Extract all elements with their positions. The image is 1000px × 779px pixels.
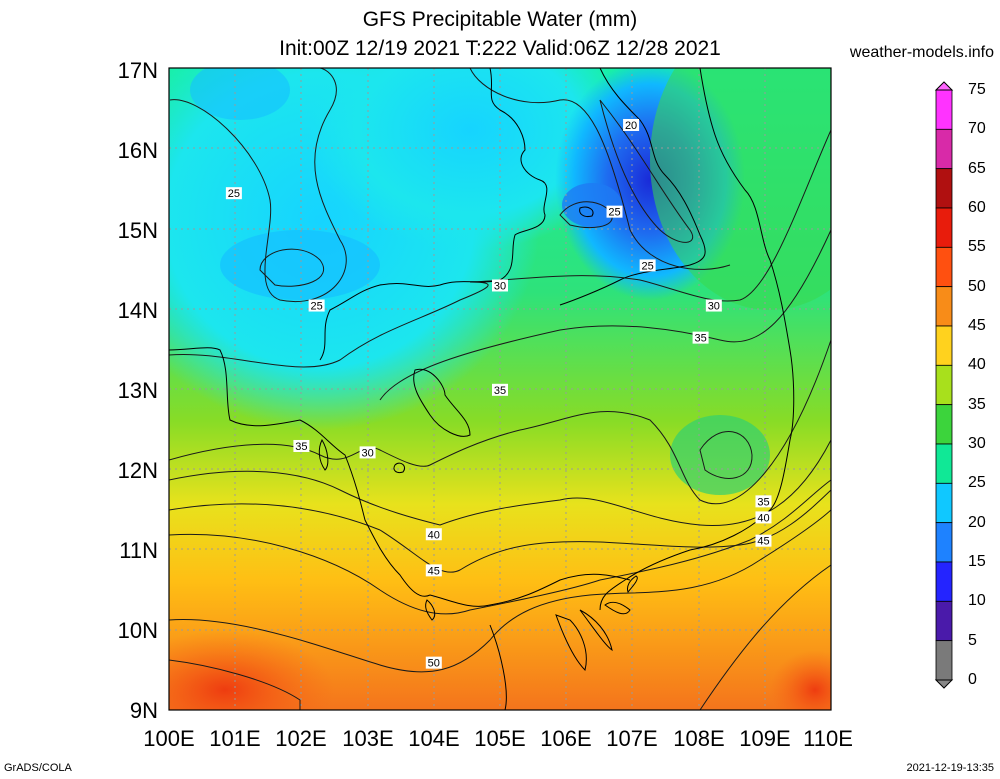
- contour-label-text: 20: [625, 120, 637, 132]
- colorbar-segment: [935, 286, 953, 327]
- lat-label: 12N: [117, 458, 158, 483]
- contour-label-text: 30: [494, 280, 506, 292]
- website-label: weather-models.info: [849, 44, 994, 61]
- contour-label: 50: [425, 656, 442, 670]
- contour-label-text: 50: [428, 658, 440, 670]
- colorbar-segment: [935, 207, 953, 248]
- colorbar-label: 40: [968, 356, 986, 374]
- lon-label: 100E: [143, 726, 195, 751]
- colorbar-label: 30: [968, 435, 986, 452]
- lon-label: 101E: [209, 726, 261, 751]
- colorbar-segment: [935, 482, 953, 524]
- colorbar-label: 55: [968, 238, 986, 256]
- plot-frame: [168, 67, 832, 711]
- contour-label: 35: [492, 383, 508, 397]
- contour-label: 25: [308, 299, 325, 313]
- contour-label-text: 35: [757, 496, 769, 508]
- contour-label: 25: [225, 187, 242, 200]
- contour-label: 35: [692, 331, 709, 345]
- contour-label: 35: [755, 495, 772, 508]
- contour-label: 20: [623, 118, 640, 132]
- contour-label: 30: [492, 279, 508, 292]
- colorbar-segment: [935, 128, 953, 170]
- contour-label: 30: [359, 446, 376, 459]
- lat-label: 10N: [117, 618, 158, 643]
- colorbar-segment: [935, 364, 953, 406]
- colorbar-label: 70: [968, 120, 986, 138]
- colorbar-segment: [935, 443, 953, 484]
- contour-label: 40: [755, 511, 772, 524]
- contour-label: 35: [293, 439, 310, 453]
- lon-label: 102E: [275, 726, 327, 751]
- lat-label: 9N: [129, 698, 158, 723]
- contour-label-text: 30: [361, 447, 373, 459]
- contour-label-text: 45: [428, 565, 440, 577]
- colorbar-segment: [935, 325, 953, 366]
- contour-label-text: 25: [642, 260, 654, 272]
- lon-label: 107E: [606, 726, 658, 751]
- colorbar-segment: [935, 246, 953, 288]
- colorbar-segment: [935, 89, 953, 130]
- colorbar: [934, 81, 954, 689]
- colorbar-label: 50: [968, 277, 986, 295]
- lon-label: 106E: [540, 726, 592, 751]
- contour-label: 25: [639, 259, 656, 272]
- colorbar-label: 0: [968, 671, 977, 688]
- lat-label: 14N: [117, 298, 158, 323]
- contour-label: 30: [705, 299, 722, 313]
- contour-label-text: 40: [757, 512, 769, 524]
- contour-label-text: 45: [757, 536, 769, 548]
- lon-label: 103E: [342, 726, 394, 751]
- colorbar-label: 60: [968, 199, 986, 216]
- colorbar-label: 35: [968, 395, 986, 413]
- colorbar-label: 25: [968, 474, 986, 492]
- colorbar-label: 65: [968, 159, 986, 177]
- lat-label: 13N: [117, 378, 158, 403]
- contour-label: 45: [425, 564, 442, 577]
- contour-label-text: 25: [228, 188, 240, 200]
- contour-label-text: 35: [295, 441, 307, 453]
- contour-label-text: 30: [708, 301, 720, 313]
- map-title: GFS Precipitable Water (mm): [362, 8, 638, 31]
- contour-label-text: 35: [694, 333, 706, 345]
- contour-label-text: 25: [311, 301, 323, 313]
- colorbar-label: 20: [968, 513, 986, 531]
- lon-label: 108E: [673, 726, 725, 751]
- colorbar-label: 10: [968, 592, 986, 610]
- contour-label-text: 35: [494, 385, 506, 397]
- contour-lines: [169, 68, 831, 710]
- lat-label: 15N: [117, 218, 158, 243]
- colorbar-segment: [935, 640, 953, 681]
- footer-software: GrADS/COLA: [4, 762, 72, 774]
- colorbar-label: 5: [968, 631, 977, 649]
- colorbar-top-arrow: [934, 81, 954, 91]
- contour-labels: 20 25 25 25 25 30 30 35 35 35 30 35 40 40 45 45 50: [225, 118, 772, 670]
- lat-label: 16N: [117, 138, 158, 163]
- lat-label: 11N: [119, 538, 158, 563]
- colorbar-segment: [935, 168, 953, 209]
- colorbar-bottom-arrow: [934, 679, 954, 689]
- contour-label-text: 25: [608, 207, 620, 219]
- colorbar-label: 15: [968, 553, 986, 570]
- coastlines-borders: [169, 68, 795, 710]
- contour-label-text: 40: [428, 529, 440, 541]
- lon-label: 110E: [803, 726, 853, 751]
- colorbar-label: 75: [968, 81, 986, 98]
- lon-label: 104E: [408, 726, 460, 751]
- contour-label: 45: [755, 534, 772, 548]
- lat-label: 17N: [117, 58, 158, 83]
- contour-label: 40: [425, 528, 442, 541]
- footer-timestamp: 2021-12-19-13:35: [906, 762, 994, 774]
- lon-label: 105E: [474, 726, 526, 751]
- colorbar-segment: [935, 561, 953, 602]
- colorbar-segment: [935, 522, 953, 563]
- colorbar-segment: [935, 404, 953, 445]
- contour-label: 25: [606, 205, 623, 219]
- lon-label: 109E: [739, 726, 791, 751]
- colorbar-label: 45: [968, 317, 986, 334]
- colorbar-segment: [935, 600, 953, 642]
- map-subtitle: Init:00Z 12/19 2021 T:222 Valid:06Z 12/2…: [279, 37, 721, 60]
